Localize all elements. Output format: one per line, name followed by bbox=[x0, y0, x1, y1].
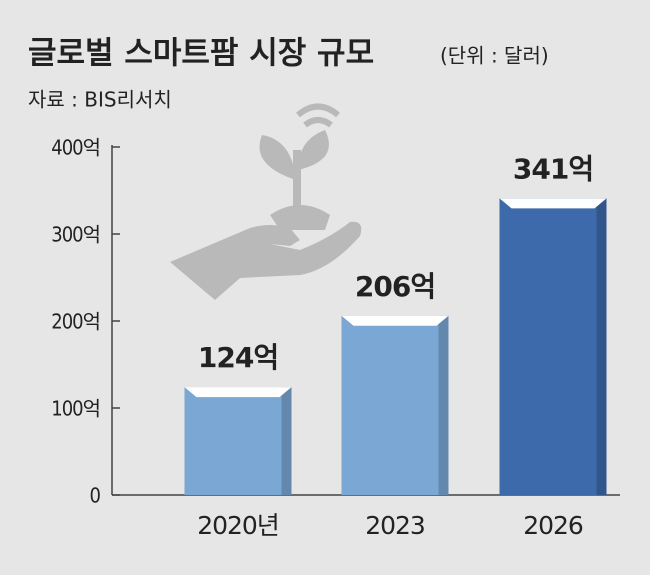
value-label: 124억 bbox=[198, 341, 278, 374]
x-tick-label: 2026 bbox=[523, 511, 583, 540]
value-label: 341억 bbox=[513, 152, 593, 185]
chart-subtitle: (단위 : 달러) bbox=[440, 44, 549, 68]
y-tick-label: 0 bbox=[90, 484, 101, 508]
value-label: 206억 bbox=[355, 270, 435, 303]
bar-cap bbox=[341, 315, 449, 326]
plant-icon bbox=[170, 103, 362, 300]
y-tick-label: 100억 bbox=[51, 397, 100, 421]
bar-cap bbox=[184, 387, 292, 398]
bar-side bbox=[281, 387, 292, 495]
y-tick-label: 300억 bbox=[51, 223, 100, 247]
source: 자료 : BIS리서치 bbox=[28, 88, 172, 112]
bar-side bbox=[438, 315, 449, 495]
bar-side bbox=[596, 198, 607, 495]
x-tick-label: 2020년 bbox=[197, 511, 279, 540]
bar bbox=[341, 315, 449, 495]
bar bbox=[184, 387, 292, 495]
y-tick-label: 200억 bbox=[51, 310, 100, 334]
bar bbox=[499, 198, 607, 495]
x-tick-label: 2023 bbox=[365, 511, 425, 540]
chart-title: 글로벌 스마트팜 시장 규모 bbox=[28, 36, 374, 72]
y-tick-label: 400억 bbox=[51, 136, 100, 160]
bar-cap bbox=[499, 198, 607, 209]
